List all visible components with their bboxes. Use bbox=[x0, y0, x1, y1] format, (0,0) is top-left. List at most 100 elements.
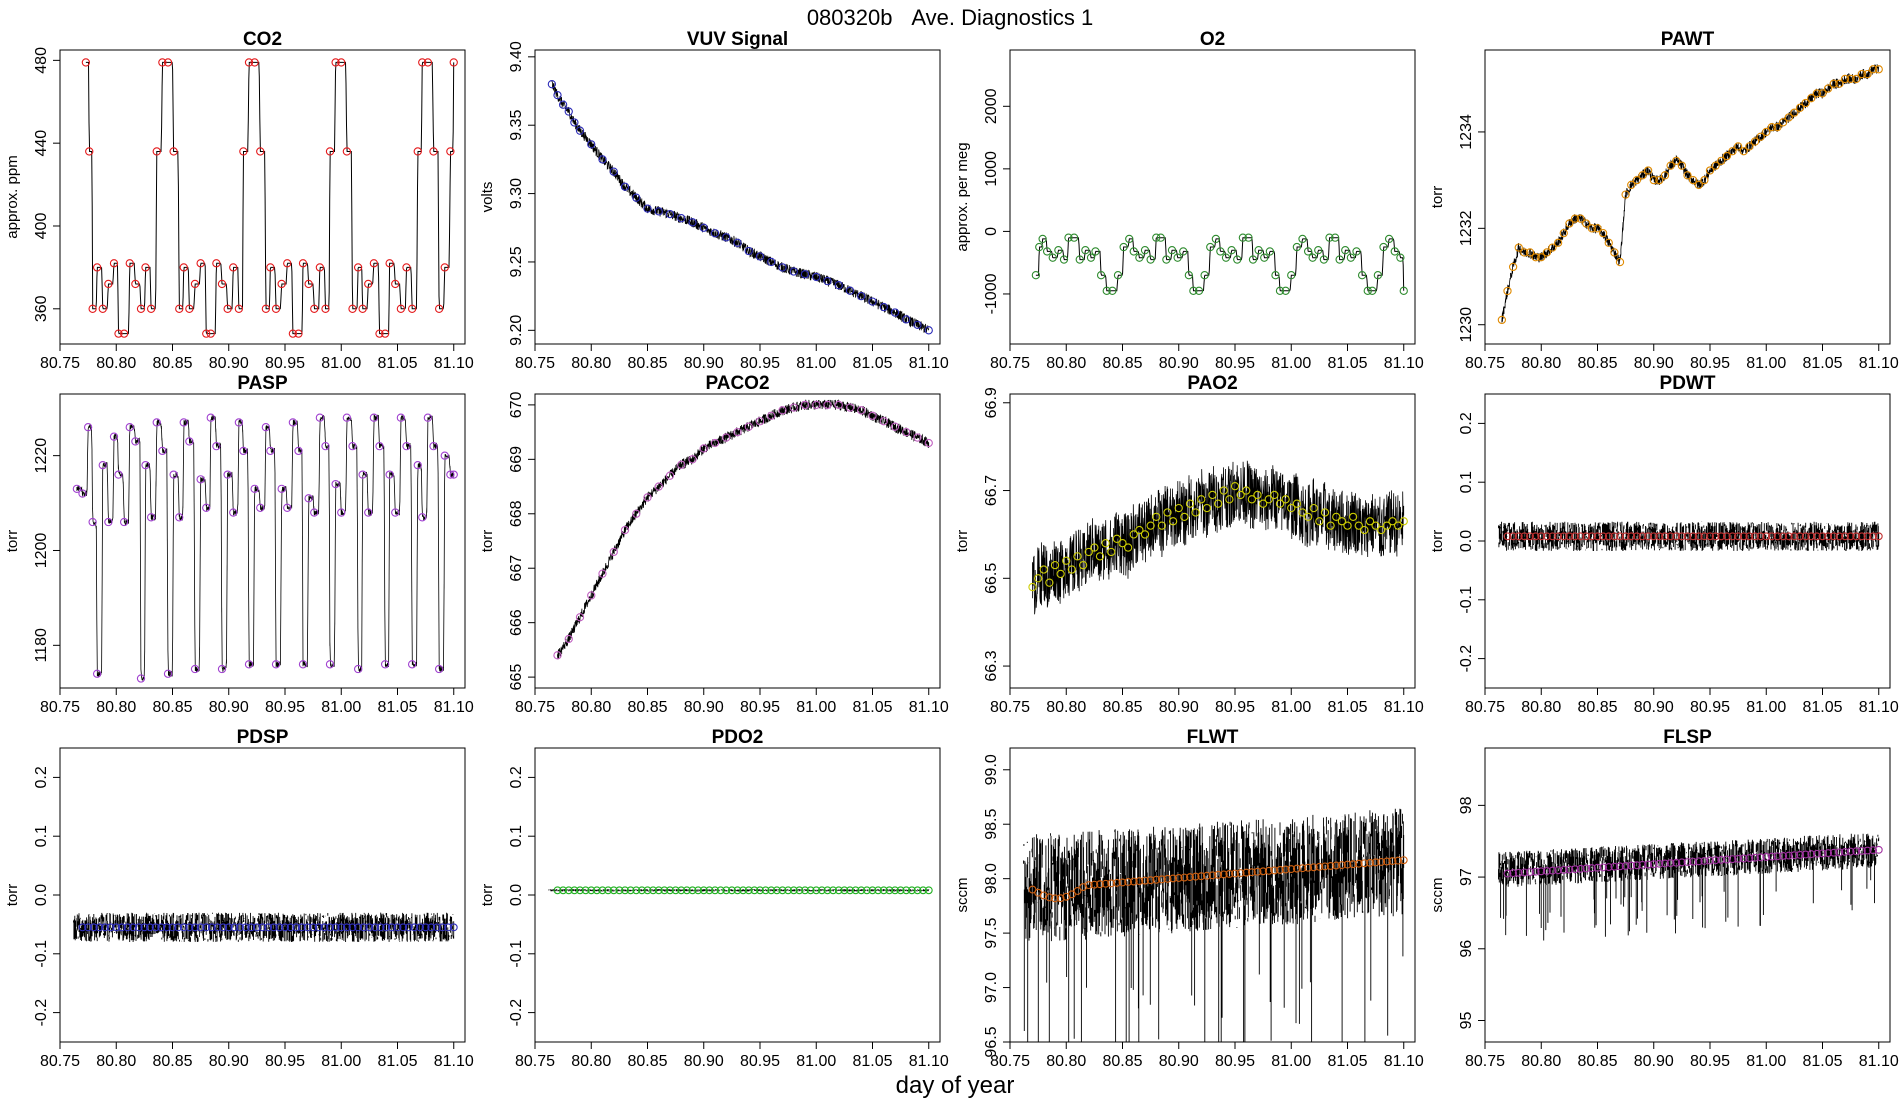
data-point bbox=[1503, 532, 1512, 541]
data-point bbox=[1632, 861, 1641, 870]
data-point bbox=[812, 886, 821, 895]
data-point bbox=[1028, 582, 1037, 592]
data-point bbox=[1035, 242, 1044, 252]
data-point bbox=[789, 403, 798, 412]
data-point bbox=[1213, 499, 1223, 508]
y-tick-label: 96.5 bbox=[983, 1026, 1000, 1057]
data-point bbox=[326, 923, 334, 932]
data-point bbox=[175, 513, 184, 522]
data-point bbox=[1069, 233, 1079, 242]
data-trace bbox=[1501, 64, 1880, 323]
data-point bbox=[140, 923, 149, 932]
x-tick-label: 81.10 bbox=[434, 355, 474, 372]
data-point bbox=[1357, 271, 1367, 280]
data-point bbox=[365, 923, 374, 932]
data-point bbox=[288, 418, 298, 427]
data-point bbox=[303, 923, 312, 932]
data-point bbox=[136, 674, 146, 683]
data-point bbox=[1067, 565, 1077, 574]
data-point bbox=[337, 508, 346, 517]
y-tick-label: 66.3 bbox=[983, 650, 1000, 681]
data-point bbox=[292, 923, 301, 932]
y-tick-label: 480 bbox=[33, 47, 50, 74]
x-tick-label: 81.05 bbox=[1802, 355, 1842, 372]
data-point bbox=[1048, 253, 1057, 262]
data-point bbox=[1173, 253, 1182, 262]
data-point bbox=[337, 58, 346, 67]
data-point bbox=[391, 508, 400, 517]
data-point bbox=[1086, 253, 1096, 262]
y-tick-label: 2000 bbox=[983, 88, 1000, 124]
data-point bbox=[891, 886, 899, 895]
data-point bbox=[438, 923, 447, 932]
data-point bbox=[1123, 543, 1133, 552]
data-point bbox=[101, 923, 109, 932]
data-point bbox=[1292, 499, 1302, 508]
data-point bbox=[1152, 875, 1161, 884]
x-tick-label: 81.10 bbox=[434, 699, 474, 716]
data-point bbox=[1649, 860, 1658, 869]
data-point bbox=[1107, 879, 1116, 888]
data-point bbox=[1857, 532, 1866, 541]
data-point bbox=[1045, 578, 1054, 587]
data-point bbox=[778, 406, 787, 415]
data-point bbox=[1090, 543, 1099, 552]
data-point bbox=[1756, 532, 1765, 541]
data-point bbox=[1303, 247, 1313, 256]
data-point bbox=[1706, 856, 1714, 865]
data-point bbox=[1247, 868, 1256, 877]
data-point bbox=[1191, 508, 1200, 517]
plot-area bbox=[547, 80, 933, 335]
data-point bbox=[271, 304, 281, 313]
data-point bbox=[158, 446, 167, 456]
data-point bbox=[1185, 499, 1195, 508]
data-point bbox=[1184, 271, 1194, 280]
data-point bbox=[1231, 869, 1239, 878]
data-point bbox=[1683, 171, 1692, 180]
data-point bbox=[1200, 271, 1209, 280]
data-point bbox=[258, 923, 267, 932]
data-point bbox=[1824, 532, 1833, 541]
data-point bbox=[660, 886, 669, 895]
plot-area bbox=[553, 399, 933, 660]
data-point bbox=[654, 886, 663, 895]
data-point bbox=[104, 517, 113, 527]
data-point bbox=[902, 886, 911, 895]
data-point bbox=[84, 923, 93, 932]
data-point bbox=[1368, 286, 1377, 295]
plot-frame bbox=[1009, 49, 1416, 345]
data-point bbox=[331, 923, 340, 932]
data-point bbox=[1784, 851, 1793, 860]
data-point bbox=[1525, 248, 1535, 257]
y-tick-label: 0.2 bbox=[1458, 412, 1475, 434]
data-point bbox=[1559, 865, 1568, 874]
data-point bbox=[429, 147, 438, 156]
data-point bbox=[146, 923, 154, 932]
chart-panel-pdo2: PDO2 torr 80.75 80.80 80.85 80.90 80.95 81.00 81… bbox=[479, 727, 949, 1070]
data-point bbox=[1191, 872, 1200, 881]
data-point bbox=[1627, 532, 1636, 541]
data-point bbox=[1604, 532, 1613, 541]
data-point bbox=[1319, 255, 1329, 264]
data-point bbox=[1509, 869, 1518, 878]
data-point bbox=[1514, 532, 1523, 541]
data-point bbox=[913, 320, 922, 330]
data-point bbox=[744, 422, 753, 431]
data-point bbox=[890, 422, 900, 431]
data-point bbox=[152, 147, 161, 156]
data-point bbox=[1593, 224, 1602, 233]
data-point bbox=[136, 304, 146, 313]
data-point bbox=[1829, 848, 1838, 857]
data-point bbox=[1621, 190, 1630, 199]
data-point bbox=[755, 417, 765, 426]
data-point bbox=[1107, 547, 1116, 557]
data-point bbox=[902, 315, 911, 324]
data-point bbox=[1152, 233, 1161, 242]
y-tick-label: 669 bbox=[508, 446, 525, 473]
data-point bbox=[1253, 867, 1262, 876]
data-point bbox=[196, 475, 205, 484]
data-point bbox=[1135, 877, 1144, 886]
data-point bbox=[1711, 856, 1720, 865]
data-point bbox=[151, 923, 160, 932]
panel-title: PDO2 bbox=[712, 727, 764, 748]
